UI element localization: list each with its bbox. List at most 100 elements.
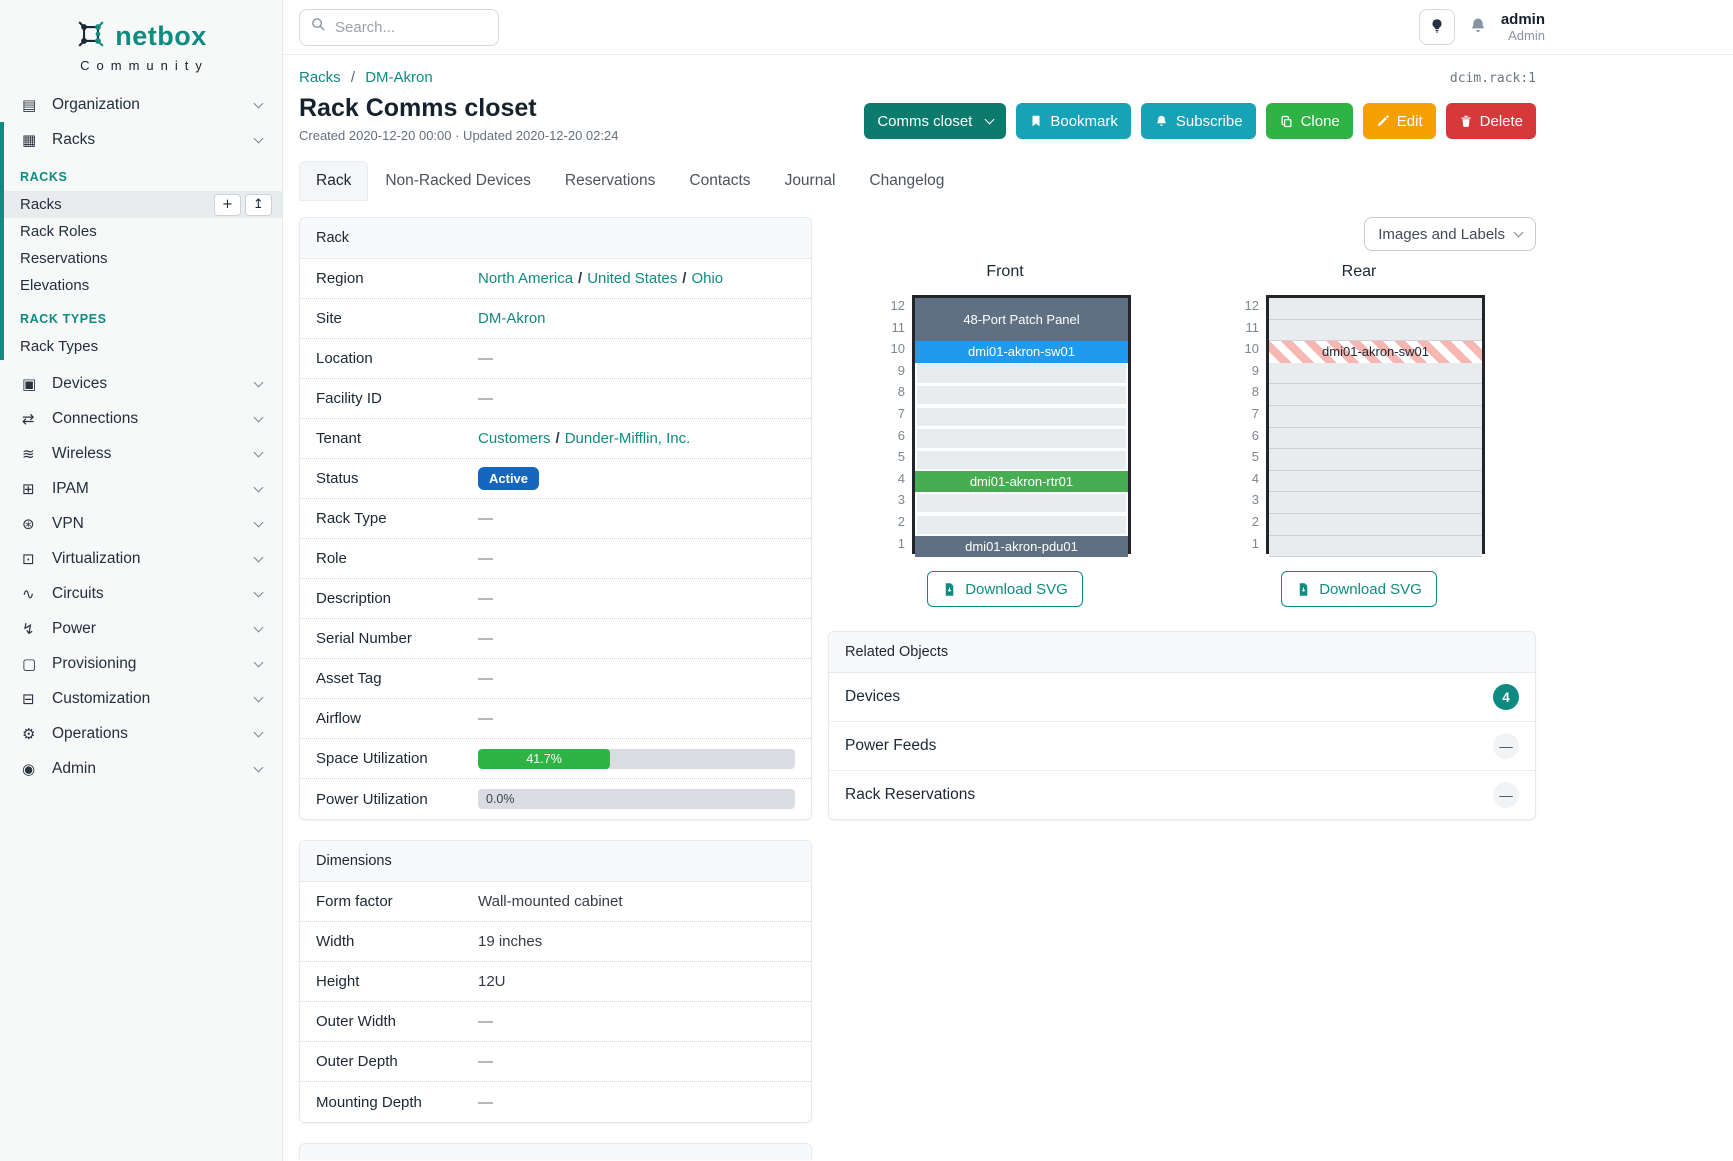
- rack-device-dmi01-akron-sw01-rear[interactable]: dmi01-akron-sw01: [1269, 341, 1482, 363]
- clone-button[interactable]: Clone: [1265, 103, 1353, 139]
- chevron-down-icon: [253, 517, 264, 527]
- rack-slot-u6-front[interactable]: [917, 429, 1126, 448]
- related-rack-reservations[interactable]: Rack Reservations —: [829, 771, 1535, 819]
- rack-slot-u8-rear[interactable]: [1269, 384, 1482, 406]
- download-svg-button-rear[interactable]: Download SVG: [1281, 571, 1437, 608]
- chevron-down-icon: [253, 377, 264, 387]
- logo-title: netbox: [115, 21, 207, 51]
- breadcrumb-racks[interactable]: Racks: [299, 69, 341, 86]
- link-united-states[interactable]: United States: [587, 270, 678, 287]
- rack-slot-u5-front[interactable]: [917, 450, 1126, 470]
- field-label: Width: [316, 933, 355, 950]
- user-menu[interactable]: admin Admin: [1501, 11, 1545, 43]
- rack-row-asset-tag: Asset Tag —: [300, 659, 811, 699]
- related-power-feeds[interactable]: Power Feeds —: [829, 722, 1535, 772]
- sidebar-item-virtualization[interactable]: ⊡ Virtualization: [0, 541, 282, 576]
- download-svg-button-front[interactable]: Download SVG: [927, 571, 1083, 608]
- rack-slot-u9-rear[interactable]: [1269, 362, 1482, 385]
- theme-toggle-button[interactable]: [1418, 9, 1455, 45]
- rack-device-dmi01-akron-pdu01-front[interactable]: dmi01-akron-pdu01: [915, 535, 1128, 558]
- tab-rack[interactable]: Rack: [299, 161, 369, 201]
- unit-number-5: 5: [1251, 449, 1259, 465]
- images-and-labels-toggle[interactable]: Images and Labels: [1364, 217, 1536, 251]
- comms-closet-dropdown[interactable]: Comms closet: [864, 103, 1007, 139]
- link-dunder-mifflin-inc[interactable]: Dunder-Mifflin, Inc.: [564, 430, 691, 447]
- tab-journal[interactable]: Journal: [784, 172, 836, 189]
- sidebar-subitem-label: Rack Types: [20, 338, 99, 355]
- file-download-icon: [942, 582, 957, 597]
- power-icon: ↯: [22, 619, 35, 638]
- object-identifier: dcim.rack:1: [1449, 71, 1536, 86]
- sidebar-item-racks[interactable]: ▦ Racks: [4, 122, 282, 157]
- rack-slot-u1-rear[interactable]: [1269, 535, 1482, 558]
- link-dm-akron[interactable]: DM-Akron: [478, 310, 546, 327]
- user-role: Admin: [1508, 28, 1545, 43]
- sidebar-item-label: Organization: [52, 95, 140, 113]
- sidebar-item-rack-types[interactable]: Rack Types: [4, 333, 282, 360]
- tab-changelog[interactable]: Changelog: [869, 172, 945, 189]
- rack-device-dmi01-akron-rtr01-front[interactable]: dmi01-akron-rtr01: [915, 470, 1128, 493]
- rear-elevation-title: Rear: [1341, 263, 1377, 280]
- rack-slot-u3-front[interactable]: [917, 493, 1126, 513]
- rack-slot-u3-rear[interactable]: [1269, 492, 1482, 514]
- field-label: Airflow: [316, 710, 362, 727]
- link-ohio[interactable]: Ohio: [691, 270, 724, 287]
- left-column: Rack Region North America / United States / O…: [299, 217, 812, 1159]
- sidebar-item-provisioning[interactable]: ▢ Provisioning: [0, 646, 282, 681]
- sidebar-item-vpn[interactable]: ⊛ VPN: [0, 506, 282, 541]
- related-devices[interactable]: Devices 4: [829, 673, 1535, 723]
- rear-download-row: Download SVG: [1281, 571, 1437, 608]
- edit-button[interactable]: Edit: [1362, 103, 1436, 139]
- rack-row-power-utilization: Power Utilization 0.0%: [300, 779, 811, 819]
- rack-device-dmi01-akron-sw01-front[interactable]: dmi01-akron-sw01: [915, 341, 1128, 363]
- unit-number-2: 2: [1251, 513, 1259, 529]
- sidebar-nav: ▤ Organization ▦ Racks RACKS Racks + ↥ Rack Role…: [0, 87, 282, 786]
- racks-add-button[interactable]: +: [214, 193, 241, 216]
- sidebar-item-rack-roles[interactable]: Rack Roles: [4, 218, 282, 245]
- rack-slot-u2-front[interactable]: [917, 515, 1126, 535]
- sidebar-item-organization[interactable]: ▤ Organization: [0, 87, 282, 122]
- sidebar-item-devices[interactable]: ▣ Devices: [0, 366, 282, 401]
- rack-row-status: Status Active: [300, 459, 811, 499]
- rack-slot-u11-rear[interactable]: [1269, 319, 1482, 342]
- rack-slot-u7-rear[interactable]: [1269, 406, 1482, 428]
- unit-number-3: 3: [1251, 492, 1259, 508]
- sidebar-item-power[interactable]: ↯ Power: [0, 611, 282, 646]
- sidebar-item-connections[interactable]: ⇄ Connections: [0, 401, 282, 436]
- sidebar-item-circuits[interactable]: ∿ Circuits: [0, 576, 282, 611]
- link-customers[interactable]: Customers: [478, 430, 551, 447]
- tab-non-racked-devices[interactable]: Non-Racked Devices: [385, 172, 531, 189]
- bookmark-button[interactable]: Bookmark: [1016, 103, 1131, 139]
- sidebar-item-wireless[interactable]: ≋ Wireless: [0, 436, 282, 471]
- racks-import-button[interactable]: ↥: [245, 193, 272, 216]
- breadcrumb-separator: /: [350, 69, 356, 86]
- rack-device-48-port-patch-panel-front[interactable]: 48-Port Patch Panel: [915, 298, 1128, 342]
- notifications-button[interactable]: [1468, 16, 1488, 39]
- rack-slot-u2-rear[interactable]: [1269, 514, 1482, 536]
- rack-slot-u9-front[interactable]: [917, 364, 1126, 383]
- button-label: Download SVG: [965, 580, 1068, 598]
- rack-slot-u5-rear[interactable]: [1269, 449, 1482, 471]
- search-input[interactable]: [335, 18, 488, 36]
- sidebar-item-customization[interactable]: ⊟ Customization: [0, 681, 282, 716]
- rack-slot-u8-front[interactable]: [917, 385, 1126, 405]
- rack-slot-u4-rear[interactable]: [1269, 470, 1482, 493]
- sidebar-subitem-label: Racks: [20, 196, 62, 213]
- link-north-america[interactable]: North America: [478, 270, 574, 287]
- tab-contacts[interactable]: Contacts: [689, 172, 751, 189]
- sidebar-item-racks[interactable]: Racks + ↥: [4, 191, 282, 218]
- subscribe-button[interactable]: Subscribe: [1140, 103, 1256, 139]
- sidebar-item-operations[interactable]: ⚙ Operations: [0, 716, 282, 751]
- rack-slot-u7-front[interactable]: [917, 407, 1126, 427]
- breadcrumb-site[interactable]: DM-Akron: [365, 69, 433, 86]
- netbox-logo[interactable]: netbox Community: [0, 14, 282, 87]
- sidebar-item-admin[interactable]: ◉ Admin: [0, 751, 282, 786]
- rack-slot-u12-rear[interactable]: [1269, 298, 1482, 320]
- page-content: Racks / DM-Akron Rack Comms closet Creat…: [283, 55, 1536, 1159]
- tab-reservations[interactable]: Reservations: [564, 172, 656, 189]
- sidebar-item-elevations[interactable]: Elevations: [4, 272, 282, 299]
- rack-slot-u6-rear[interactable]: [1269, 427, 1482, 450]
- sidebar-item-reservations[interactable]: Reservations: [4, 245, 282, 272]
- delete-button[interactable]: Delete: [1445, 103, 1536, 139]
- sidebar-item-ipam[interactable]: ⊞ IPAM: [0, 471, 282, 506]
